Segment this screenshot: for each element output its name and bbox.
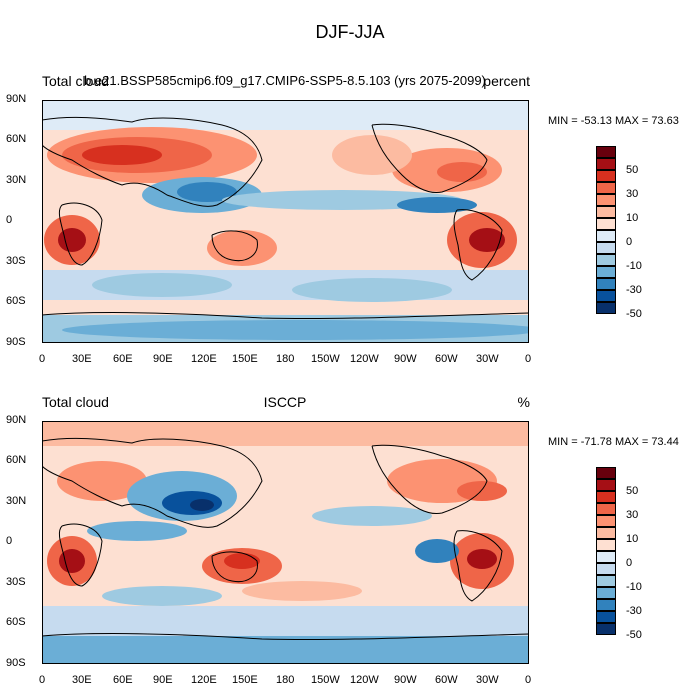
lon-tick-label: 0	[39, 353, 46, 365]
lon-tick-label: 60E	[113, 674, 133, 686]
panel-right-string: percent	[483, 73, 530, 89]
lon-tick-label: 120E	[191, 353, 217, 365]
colorbar-label: 10	[626, 533, 639, 545]
map-plot: 90N 60N 30N 0 30S 60S 90S 0 30E 60E 90E …	[6, 93, 531, 365]
lat-tick-label: 30S	[6, 255, 26, 267]
panel-center-string: ISCCP	[263, 394, 307, 410]
lon-tick-label: 90W	[394, 674, 417, 686]
lon-tick-label: 180	[276, 674, 295, 686]
min-max-text: MIN = -71.78 MAX = 73.44	[548, 436, 679, 448]
lat-tick-label: 0	[6, 214, 13, 226]
map-field	[42, 100, 529, 343]
colorbar-label: -10	[626, 581, 642, 593]
lon-tick-label: 90E	[153, 353, 173, 365]
colorbar-label: 30	[626, 509, 639, 521]
colorbar-label: -50	[626, 629, 642, 641]
lon-tick-label: 60W	[435, 353, 458, 365]
lat-tick-label: 90S	[6, 657, 26, 669]
lon-tick-label: 30E	[72, 353, 92, 365]
colorbar: 50 30 10 0 -10 -30 -50	[596, 146, 642, 336]
lat-tick-label: 60S	[6, 295, 26, 307]
lat-tick-label: 90S	[6, 336, 26, 348]
min-max-text: MIN = -53.13 MAX = 73.63	[548, 115, 679, 127]
colorbar-label: 50	[626, 164, 639, 176]
colorbar-label: 30	[626, 188, 639, 200]
lon-tick-label: 150E	[232, 674, 258, 686]
lon-tick-label: 0	[525, 353, 532, 365]
lon-tick-label: 30W	[476, 674, 499, 686]
lat-tick-label: 30N	[6, 495, 27, 507]
panel-right-string: %	[517, 394, 530, 410]
colorbar-label: 0	[626, 557, 633, 569]
map-field	[42, 421, 529, 664]
panel-center-string: b.e21.BSSP585cmip6.f09_g17.CMIP6-SSP5-8.…	[84, 73, 486, 88]
lon-tick-label: 0	[39, 674, 46, 686]
lat-tick-label: 60S	[6, 616, 26, 628]
lon-tick-label: 150W	[311, 674, 340, 686]
lon-tick-label: 180	[276, 353, 295, 365]
lon-tick-label: 150W	[311, 353, 340, 365]
lat-tick-label: 0	[6, 535, 13, 547]
colorbar-label: -50	[626, 308, 642, 320]
lon-tick-label: 120W	[350, 353, 379, 365]
main-title: DJF-JJA	[315, 22, 385, 42]
colorbar-label: 0	[626, 236, 633, 248]
colorbar-label: -30	[626, 284, 642, 296]
panel-left-string: Total cloud	[42, 394, 109, 410]
lon-tick-label: 150E	[232, 353, 258, 365]
lon-tick-label: 60E	[113, 353, 133, 365]
colorbar-label: 50	[626, 485, 639, 497]
lon-tick-label: 120W	[350, 674, 379, 686]
lon-tick-label: 120E	[191, 674, 217, 686]
lat-tick-label: 30S	[6, 576, 26, 588]
colorbar-label: -30	[626, 605, 642, 617]
lon-tick-label: 90W	[394, 353, 417, 365]
colorbar: 50 30 10 0 -10 -30 -50	[596, 467, 642, 657]
lon-tick-label: 30W	[476, 353, 499, 365]
colorbar-label: 10	[626, 212, 639, 224]
lat-tick-label: 90N	[6, 93, 27, 105]
lat-tick-label: 60N	[6, 454, 27, 466]
lat-tick-label: 90N	[6, 414, 27, 426]
lat-tick-label: 60N	[6, 133, 27, 145]
panel-model: Total cloud b.e21.BSSP585cmip6.f09_g17.C…	[0, 0, 700, 365]
lon-tick-label: 30E	[72, 674, 92, 686]
lon-tick-label: 0	[525, 674, 532, 686]
panel-obs: Total cloud ISCCP %	[0, 321, 700, 686]
lon-tick-label: 60W	[435, 674, 458, 686]
map-plot: 90N 60N 30N 0 30S 60S 90S 0 30E 60E 90E …	[6, 414, 531, 686]
panel-left-string: Total cloud	[42, 73, 109, 89]
lon-tick-label: 90E	[153, 674, 173, 686]
lat-tick-label: 30N	[6, 174, 27, 186]
colorbar-label: -10	[626, 260, 642, 272]
